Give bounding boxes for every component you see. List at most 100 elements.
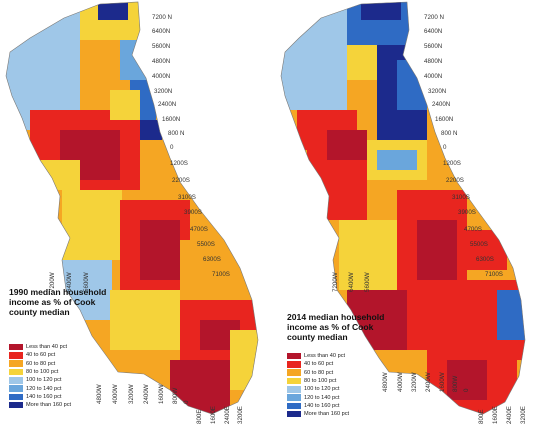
tick-s-4700: 4700S	[190, 226, 208, 233]
tick-e-800: 800E	[478, 410, 485, 424]
legend-label: 80 to 100 pct	[26, 369, 59, 376]
legend-row-60-to-80: 60 to 80 pct	[287, 369, 349, 377]
swatch-less-than-40	[287, 352, 301, 360]
tick-n-2400: 2400N	[158, 101, 176, 108]
tick-s-0: 0	[170, 144, 174, 151]
tick-s-7100: 7100S	[212, 271, 230, 278]
tick-n-800: 800 N	[168, 130, 185, 137]
legend-label: 120 to 140 pct	[304, 394, 340, 401]
tick-s-6300: 6300S	[476, 256, 494, 263]
tick-n-5600: 5600N	[152, 43, 170, 50]
legend-label: 60 to 80 pct	[304, 369, 334, 376]
tick-n-800: 800 N	[441, 130, 458, 137]
legend-row-less-than-40: Less than 40 pct	[287, 352, 349, 360]
tick-s-1200: 1200S	[443, 160, 461, 167]
tick-w-3200: 3200W	[411, 372, 418, 392]
tick-s-2200: 2200S	[172, 177, 190, 184]
tick-e-1600: 1600E	[492, 406, 499, 424]
map-1990-svg: 7200 N 6400N 5600N 4800N 4000N 3200N 240…	[5, 1, 259, 424]
tick-w-5600-top: 5600W	[83, 272, 90, 292]
tick-w-1600: 1600W	[158, 384, 165, 404]
legend-row-less-than-40: Less than 40 pct	[9, 343, 71, 351]
map-2014-svg: 7200 N 6400N 5600N 4800N 4000N 3200N 240…	[280, 1, 527, 424]
swatch-more-than-160	[287, 410, 301, 418]
tick-w-2400: 2400W	[425, 372, 432, 392]
legend-row-140-to-160: 140 to 160 pct	[9, 393, 71, 401]
tick-s-3100: 3100S	[452, 194, 470, 201]
tick-w-800: 800W	[172, 388, 179, 404]
legend-label: 60 to 80 pct	[26, 360, 56, 367]
tick-n-5600: 5600N	[424, 43, 442, 50]
legend-row-120-to-140: 120 to 140 pct	[9, 384, 71, 392]
tick-w-800: 800W	[452, 376, 459, 392]
tick-s-2200: 2200S	[446, 177, 464, 184]
legend-row-120-to-140: 120 to 140 pct	[287, 393, 349, 401]
tick-w-2400: 2400W	[143, 384, 150, 404]
map-2014-legend: Less than 40 pct 40 to 60 pct 60 to 80 p…	[287, 352, 349, 418]
tick-w-6400-top: 6400W	[348, 272, 355, 292]
tick-s-3900: 3900S	[458, 209, 476, 216]
swatch-80-to-100	[9, 368, 23, 376]
tick-n-6400: 6400N	[424, 28, 442, 35]
tick-s-6300: 6300S	[203, 256, 221, 263]
tick-s-7100: 7100S	[485, 271, 503, 278]
swatch-80-to-100	[287, 377, 301, 385]
swatch-40-to-60	[287, 361, 301, 368]
legend-label: 140 to 160 pct	[26, 393, 62, 400]
legend-row-60-to-80: 60 to 80 pct	[9, 360, 71, 368]
tick-w-6400-top: 6400W	[66, 272, 73, 292]
legend-label: More than 160 pct	[304, 411, 350, 418]
swatch-140-to-160	[287, 402, 301, 410]
legend-label: 80 to 100 pct	[304, 378, 337, 385]
tick-n-4000: 4000N	[152, 73, 170, 80]
tick-w-4000: 4000W	[397, 372, 404, 392]
tick-s-0: 0	[443, 144, 447, 151]
legend-row-100-to-120: 100 to 120 pct	[287, 385, 349, 393]
tick-n-6400: 6400N	[152, 28, 170, 35]
tick-e-1600: 1600E	[210, 406, 217, 424]
legend-row-more-than-160: More than 160 pct	[287, 410, 349, 418]
tick-e-800: 800E	[196, 410, 203, 424]
tick-w-7200-top: 7200W	[49, 272, 56, 292]
swatch-100-to-120	[9, 377, 23, 384]
swatch-100-to-120	[287, 386, 301, 393]
tick-e-2400: 2400E	[224, 406, 231, 424]
tick-n-3200: 3200N	[428, 88, 446, 95]
tick-s-3900: 3900S	[184, 209, 202, 216]
legend-label: 100 to 120 pct	[26, 377, 62, 384]
swatch-more-than-160	[9, 401, 23, 409]
tick-s-4700: 4700S	[464, 226, 482, 233]
tick-w-0: 0	[183, 400, 190, 404]
legend-label: 100 to 120 pct	[304, 386, 340, 393]
map-2014-title: 2014 median household income as % of Coo…	[287, 312, 385, 342]
tick-w-7200-top: 7200W	[332, 272, 339, 292]
tick-w-3200: 3200W	[128, 384, 135, 404]
swatch-less-than-40	[9, 343, 23, 351]
map-1990-legend: Less than 40 pct 40 to 60 pct 60 to 80 p…	[9, 343, 71, 409]
map-1990: 7200 N 6400N 5600N 4800N 4000N 3200N 240…	[0, 0, 270, 429]
tick-w-1600: 1600W	[439, 372, 446, 392]
tick-w-4000: 4000W	[112, 384, 119, 404]
tick-s-3100: 3100S	[178, 194, 196, 201]
tick-n-7200: 7200 N	[152, 14, 172, 21]
legend-row-140-to-160: 140 to 160 pct	[287, 402, 349, 410]
tick-n-1600: 1600N	[435, 116, 453, 123]
legend-row-100-to-120: 100 to 120 pct	[9, 376, 71, 384]
tick-n-4000: 4000N	[424, 73, 442, 80]
legend-row-40-to-60: 40 to 60 pct	[9, 351, 71, 359]
tick-w-4800: 4800W	[382, 372, 389, 392]
legend-label: 120 to 140 pct	[26, 385, 62, 392]
tick-s-5500: 5500S	[470, 241, 488, 248]
legend-label: Less than 40 pct	[26, 344, 68, 351]
tick-n-7200: 7200 N	[424, 14, 444, 21]
tick-e-2400: 2400E	[506, 406, 513, 424]
tick-w-0: 0	[463, 388, 470, 392]
map-1990-title: 1990 median household income as % of Coo…	[9, 287, 107, 317]
legend-label: More than 160 pct	[26, 402, 72, 409]
legend-row-80-to-100: 80 to 100 pct	[287, 377, 349, 385]
tick-n-4800: 4800N	[424, 58, 442, 65]
tick-s-1200: 1200S	[170, 160, 188, 167]
swatch-60-to-80	[9, 360, 23, 367]
tick-n-2400: 2400N	[432, 101, 450, 108]
tick-w-4800: 4800W	[96, 384, 103, 404]
